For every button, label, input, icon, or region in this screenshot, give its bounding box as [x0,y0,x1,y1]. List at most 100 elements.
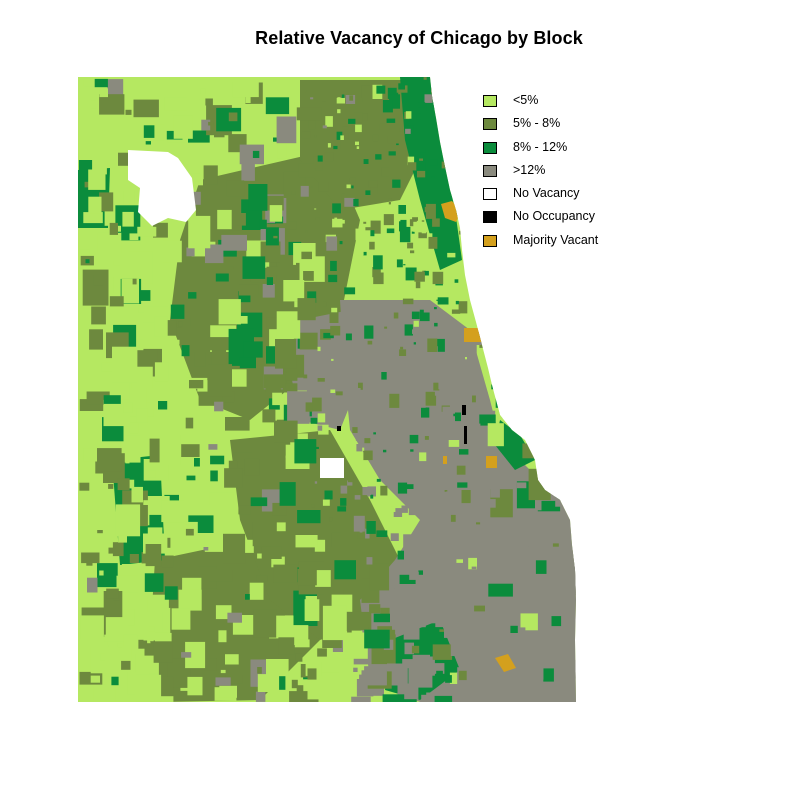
block-tile [390,447,399,457]
block-tile [203,547,209,551]
block-tile [299,332,318,350]
block-tile [314,134,317,138]
block-tile [277,144,287,159]
block-tile [520,245,534,258]
block-tile [447,252,456,258]
block-tile [525,658,544,680]
block-tile [426,101,435,111]
block-tile [327,143,331,148]
block-tile [362,434,373,442]
block-tile [568,583,576,596]
block-tile [426,552,435,562]
block-tile [215,273,229,282]
block-tile [421,407,430,418]
block-tile [314,539,326,552]
block-tile [549,266,560,273]
block-tile [80,249,90,255]
block-tile [553,592,565,600]
block-tile [569,470,576,480]
block-tile [154,316,168,337]
block-tile [349,177,356,183]
block-tile [276,116,297,144]
block-tile [364,325,374,339]
block-tile [122,211,134,227]
legend-label: No Occupancy [513,209,595,224]
block-tile [331,141,341,150]
block-tile [248,184,268,211]
block-tile [457,365,463,373]
block-tile [99,88,108,98]
block-tile [266,277,273,285]
block-tile [499,538,506,545]
block-tile [393,312,399,319]
block-tile [468,345,473,349]
block-tile [390,338,397,346]
block-tile [396,666,408,674]
block-tile [421,220,425,222]
block-tile [286,221,297,230]
block-tile [181,345,190,357]
block-tile [575,387,576,400]
block-tile [352,427,358,433]
block-tile [194,458,200,467]
block-tile [181,444,200,457]
block-tile [373,423,377,428]
block-tile [97,448,122,472]
block-tile [401,505,408,513]
block-tile [468,212,475,219]
block-tile [336,97,345,104]
block-tile [313,425,318,428]
block-tile [573,566,576,593]
block-tile [448,553,454,560]
block-tile [369,420,373,424]
block-tile [380,399,389,411]
block-tile [402,298,414,305]
block-tile [120,435,141,463]
block-tile [310,186,313,188]
block-tile [403,264,406,266]
block-tile [311,504,315,508]
block-tile [253,609,277,638]
block-tile [552,543,559,547]
block-tile [358,95,363,102]
block-tile [388,151,396,156]
block-tile [163,240,182,263]
block-tile [138,308,145,313]
block-tile [291,191,296,195]
block-tile [97,530,103,534]
block-tile [437,115,444,123]
block-tile [194,352,206,367]
block-tile [456,465,466,475]
block-tile [533,401,548,417]
block-tile [285,373,298,381]
block-tile [209,492,234,506]
block-tile [437,297,449,305]
block-tile [431,572,443,585]
block-tile [328,274,338,283]
block-tile [427,429,433,434]
block-tile [107,79,124,96]
block-tile [393,382,401,389]
block-tile [159,435,181,465]
block-tile [347,475,354,483]
block-tile [397,550,404,560]
block-tile [563,368,571,378]
block-tile [538,295,559,321]
block-tile [298,163,314,178]
block-tile [413,341,423,348]
block-tile [549,638,560,652]
block-tile [419,309,430,322]
block-tile [225,654,239,665]
block-tile [373,272,384,285]
block-tile [161,555,174,568]
block-tile [466,238,470,242]
block-tile [432,271,444,285]
block-tile [524,518,547,547]
block-tile [117,643,122,648]
block-tile [564,445,569,449]
block-tile [387,325,393,332]
block-tile [531,281,548,294]
block-tile [334,560,356,580]
block-tile [312,397,322,412]
block-tile [461,85,473,95]
